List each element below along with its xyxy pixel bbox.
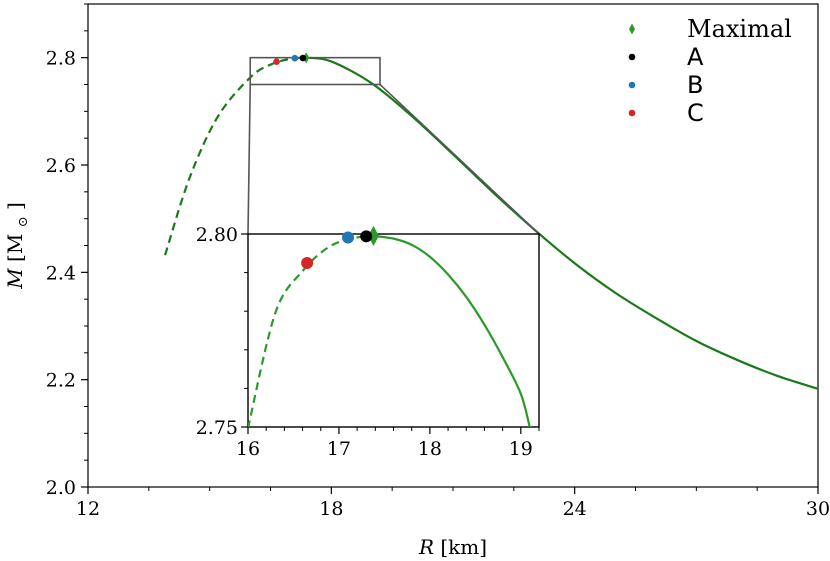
inset-x-tick-label: 17 bbox=[327, 438, 351, 460]
point-b bbox=[291, 54, 299, 62]
y-tick-label: 2.0 bbox=[46, 477, 76, 499]
legend-label-maximal: Maximal bbox=[687, 15, 792, 43]
legend-label-b: B bbox=[687, 71, 703, 99]
y-tick-label: 2.2 bbox=[46, 370, 76, 392]
zoom-indicator bbox=[247, 56, 540, 235]
point-a bbox=[299, 54, 307, 62]
inset-unstable-line bbox=[248, 234, 374, 427]
legend-marker-a bbox=[628, 53, 636, 61]
legend-label-a: A bbox=[687, 43, 704, 71]
y-axis-label: M [M ⊙ ] bbox=[3, 202, 32, 290]
x-axis-label: R [km] bbox=[418, 535, 487, 559]
zoom-region-rect bbox=[249, 56, 381, 86]
inset-curves bbox=[248, 234, 531, 427]
inset-frame bbox=[247, 233, 540, 428]
inset-y-tick-label: 2.75 bbox=[196, 417, 238, 439]
legend-label-c: C bbox=[687, 99, 704, 127]
x-tick-label: 12 bbox=[76, 498, 100, 520]
stable-branch-line bbox=[306, 56, 819, 390]
legend-marker-maximal bbox=[628, 23, 636, 35]
legend-marker-b bbox=[628, 81, 636, 89]
inset-stable-line bbox=[373, 234, 531, 427]
legend-marker-c bbox=[628, 109, 636, 117]
inset-point-a bbox=[360, 230, 373, 243]
inset-point-b bbox=[342, 231, 355, 244]
y-tick-label: 2.8 bbox=[46, 48, 76, 70]
x-tick-label: 18 bbox=[319, 498, 343, 520]
zoom-connector-right bbox=[379, 83, 540, 235]
x-tick-label: 24 bbox=[563, 498, 587, 520]
inset-point-maximal bbox=[367, 225, 379, 246]
inset-x-tick-label: 18 bbox=[418, 438, 442, 460]
inset-x-tick-label: 16 bbox=[236, 438, 260, 460]
inset-x-tick-label: 19 bbox=[509, 438, 533, 460]
main-points bbox=[273, 52, 310, 65]
main-ticks: 12 18 24 30 2.0 2.2 2.4 2.6 2.8 bbox=[46, 3, 830, 520]
y-tick-label: 2.6 bbox=[46, 155, 76, 177]
point-c bbox=[273, 58, 280, 65]
inset-y-tick-label: 2.80 bbox=[196, 224, 238, 246]
inset-point-c bbox=[301, 256, 314, 269]
zoom-connector-left bbox=[247, 84, 252, 235]
inset-plot: 16 17 18 19 2.75 2.80 bbox=[196, 224, 540, 460]
x-tick-label: 30 bbox=[806, 498, 830, 520]
y-tick-label: 2.4 bbox=[46, 262, 76, 284]
